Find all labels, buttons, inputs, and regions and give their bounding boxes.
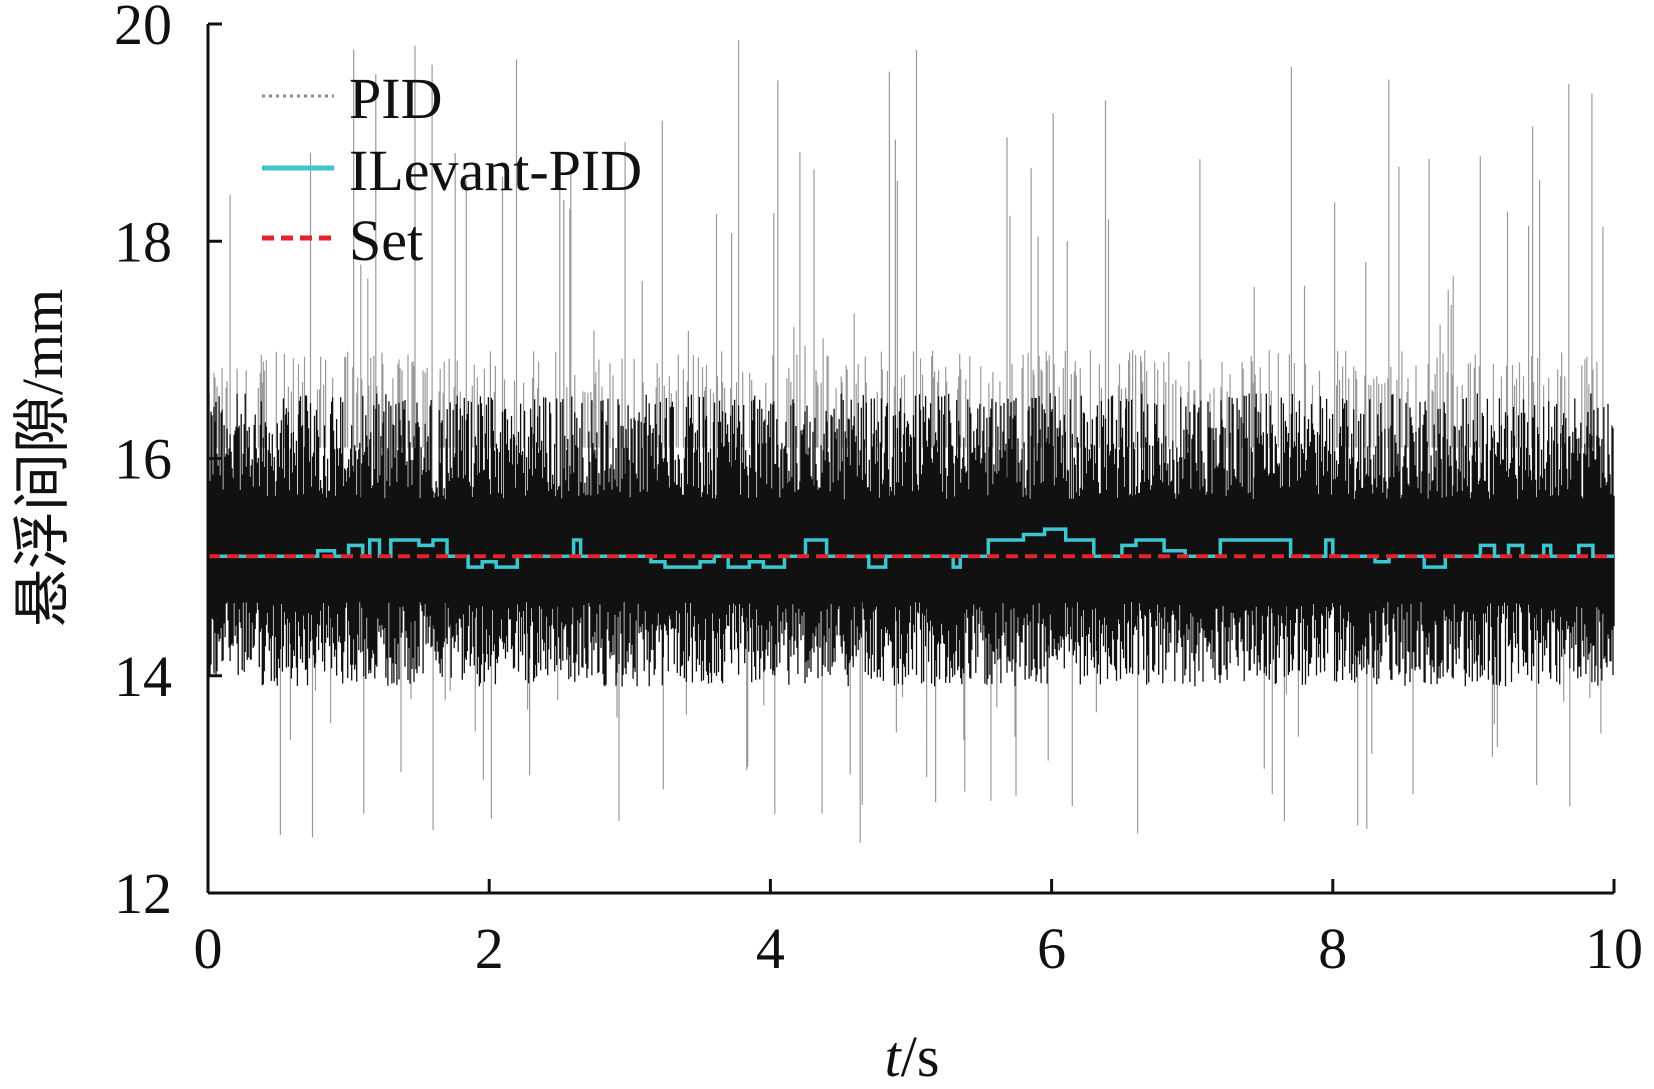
ilevant-pid-line — [208, 527, 1614, 569]
x-axis-title: t/s — [885, 1024, 940, 1089]
x-tick-label: 2 — [475, 916, 504, 981]
y-ticks: 12 14 16 18 20 — [114, 0, 222, 926]
legend: PID ILevant-PID Set — [262, 66, 642, 273]
ilevant-pid-series — [208, 527, 1614, 569]
x-axis-title-unit: /s — [901, 1024, 940, 1089]
x-ticks: 0 2 4 6 8 10 — [194, 879, 1643, 981]
x-tick-label: 8 — [1318, 916, 1347, 981]
x-axis-title-variable: t — [885, 1024, 903, 1089]
x-tick-label: 0 — [194, 916, 223, 981]
y-tick-label: 14 — [114, 644, 172, 709]
y-axis-title: 悬浮间隙/mm — [10, 289, 75, 627]
plot-area — [207, 40, 1615, 843]
legend-label-ilevant-pid: ILevant-PID — [349, 138, 642, 203]
x-tick-label: 4 — [756, 916, 785, 981]
y-tick-label: 20 — [114, 0, 172, 57]
legend-item-ilevant-pid: ILevant-PID — [262, 138, 642, 203]
x-tick-label: 10 — [1585, 916, 1643, 981]
y-tick-label: 18 — [114, 209, 172, 274]
legend-item-pid: PID — [262, 66, 442, 131]
y-tick-label: 16 — [114, 427, 172, 492]
legend-label-pid: PID — [349, 66, 442, 131]
legend-item-set: Set — [262, 208, 423, 273]
x-tick-label: 6 — [1037, 916, 1066, 981]
y-tick-label: 12 — [114, 861, 172, 926]
legend-label-set: Set — [349, 208, 423, 273]
